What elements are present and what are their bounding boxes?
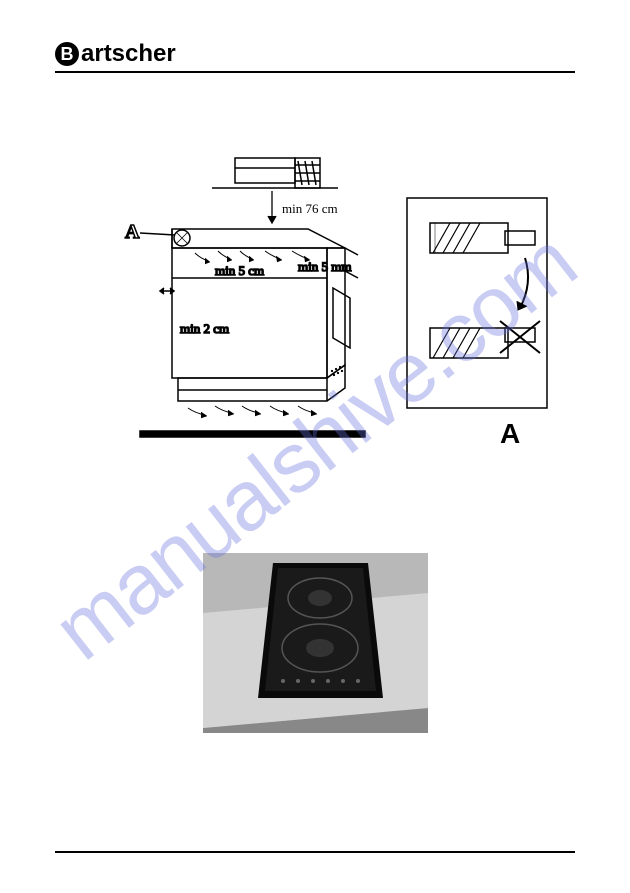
detail-diagram: A (405, 153, 550, 463)
clearance-right-label: min 5 mm (298, 259, 351, 274)
installation-diagram: min 76 cm A (80, 153, 375, 463)
detail-svg: A (405, 153, 550, 458)
detail-label-a: A (500, 418, 520, 449)
logo-badge-icon: B (55, 42, 79, 66)
installation-svg: min 76 cm A (80, 153, 375, 458)
page-header: B artscher (55, 40, 575, 73)
product-photo-svg (203, 553, 428, 733)
clearance-upper-label: min 5 cm (215, 263, 264, 278)
clearance-top-label: min 76 cm (282, 201, 338, 216)
callout-a-label: A (125, 221, 140, 243)
clearance-left-label: min 2 cm (180, 321, 229, 336)
brand-logo: B artscher (55, 40, 575, 68)
product-photo (203, 553, 428, 733)
footer-divider (55, 851, 575, 853)
logo-text: artscher (81, 40, 176, 68)
